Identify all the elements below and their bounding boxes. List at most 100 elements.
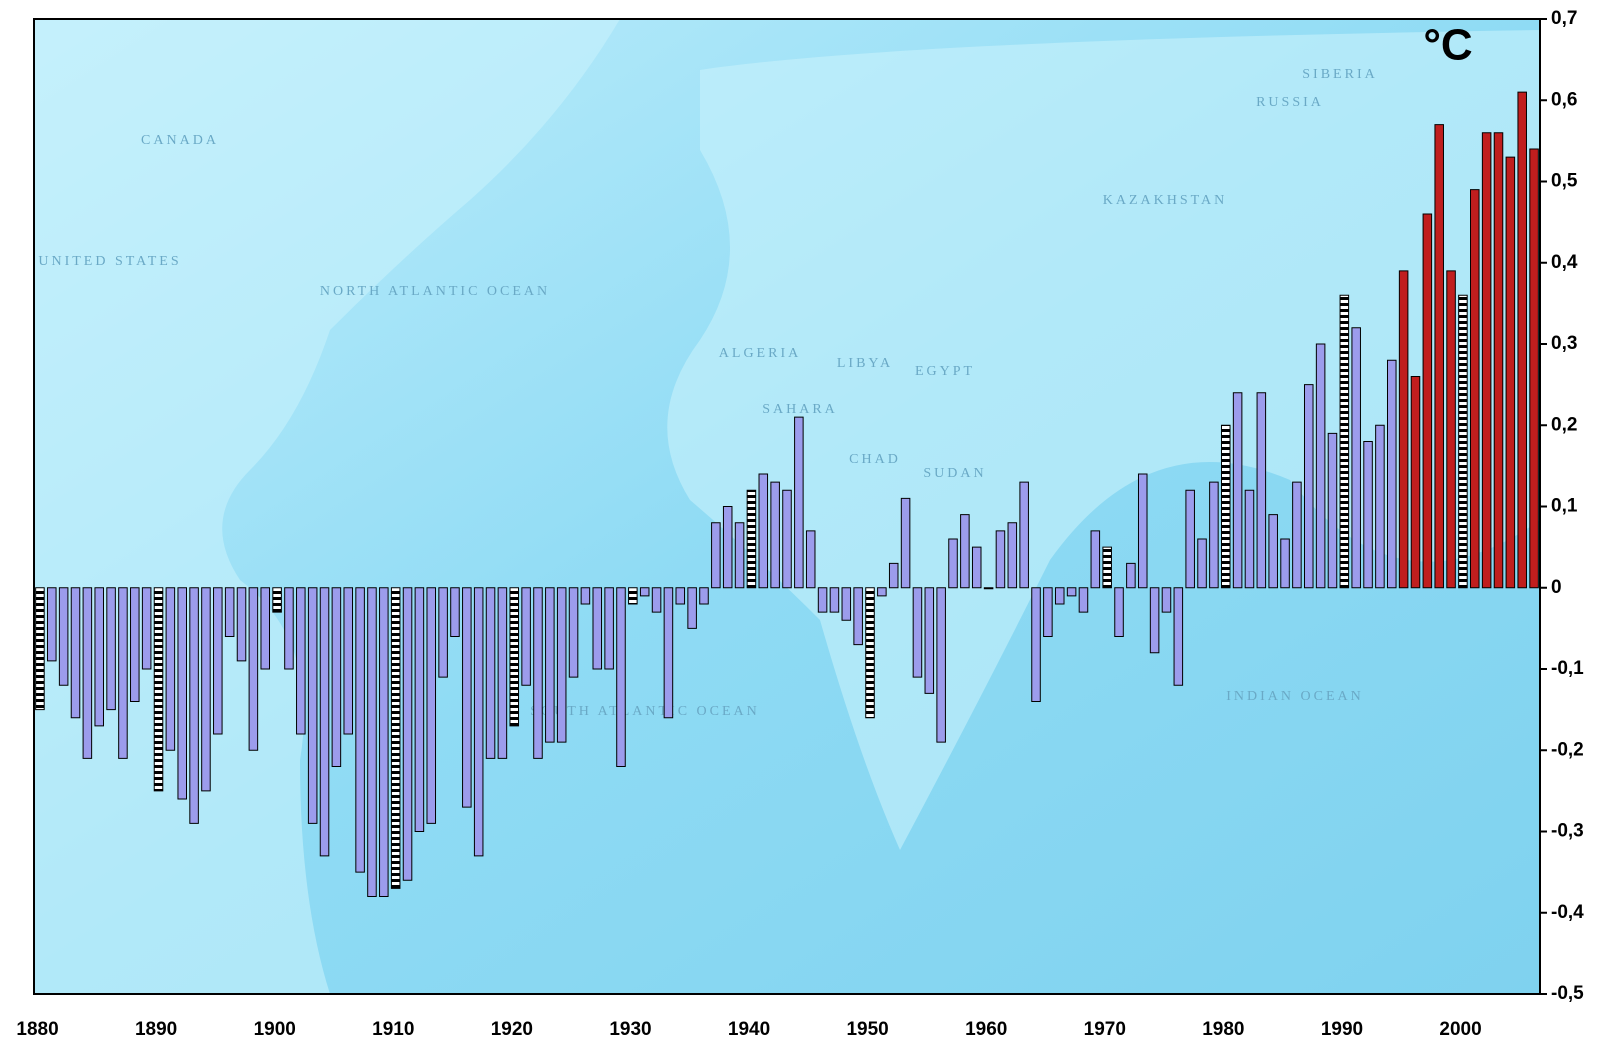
bar (1482, 133, 1491, 588)
bar (1352, 328, 1361, 588)
bar (1364, 442, 1373, 588)
map-label: SUDAN (923, 466, 986, 481)
y-tick-label: -0,2 (1551, 739, 1584, 760)
bar (1008, 523, 1017, 588)
bar (1079, 588, 1088, 612)
bar (1506, 157, 1515, 588)
map-label: INDIAN OCEAN (1226, 689, 1364, 704)
y-tick-label: -0,5 (1551, 983, 1584, 1004)
bar (854, 588, 863, 645)
bar (36, 588, 45, 710)
x-tick-label: 1910 (372, 1019, 414, 1040)
x-tick-label: 1890 (135, 1019, 177, 1040)
map-label: LIBYA (837, 356, 893, 371)
bar (783, 490, 792, 588)
bar (581, 588, 590, 604)
y-tick-label: 0,3 (1551, 333, 1577, 354)
bar (1186, 490, 1195, 588)
x-tick-label: 1930 (609, 1019, 651, 1040)
y-tick-label: 0,5 (1551, 171, 1578, 192)
bar (1150, 588, 1159, 653)
bar (297, 588, 306, 734)
bar (901, 498, 910, 587)
map-label: CANADA (141, 133, 219, 148)
bar (178, 588, 187, 799)
bar (391, 588, 400, 889)
bar (534, 588, 543, 759)
bar (1471, 190, 1480, 588)
bar (166, 588, 175, 751)
bar (1103, 547, 1112, 588)
bar (356, 588, 365, 872)
bar (1328, 433, 1337, 587)
bar (202, 588, 211, 791)
bar (1435, 125, 1444, 588)
bar (569, 588, 578, 677)
bar (1399, 271, 1408, 588)
x-tick-label: 1990 (1321, 1019, 1363, 1040)
bar (154, 588, 163, 791)
bar (1494, 133, 1503, 588)
bar (380, 588, 389, 897)
bar (759, 474, 768, 588)
bar (1221, 425, 1230, 588)
bar (593, 588, 602, 669)
bar (95, 588, 104, 726)
bar (1388, 360, 1397, 588)
bar (1530, 149, 1539, 588)
bar (1233, 393, 1242, 588)
unit-title: °C (1423, 21, 1472, 70)
bar (439, 588, 448, 677)
bar (59, 588, 68, 686)
bar (688, 588, 697, 629)
bar (676, 588, 685, 604)
bar (771, 482, 780, 588)
bar (806, 531, 815, 588)
bar (1411, 377, 1420, 588)
bar (522, 588, 531, 686)
bar (830, 588, 839, 612)
y-tick-label: 0,1 (1551, 496, 1578, 517)
chart: CANADAUNITED STATESRUSSIASIBERIAKAZAKHST… (0, 0, 1613, 1045)
map-label: NORTH ATLANTIC OCEAN (320, 284, 550, 299)
x-tick-label: 2000 (1439, 1019, 1481, 1040)
bar (652, 588, 661, 612)
map-label: SAHARA (762, 402, 838, 417)
map-label: ALGERIA (719, 346, 801, 361)
bar (1067, 588, 1076, 596)
bar (1115, 588, 1124, 637)
bar (107, 588, 116, 710)
y-tick-label: -0,3 (1551, 821, 1584, 842)
bar (237, 588, 246, 661)
bar (486, 588, 495, 759)
y-tick-label: 0,4 (1551, 252, 1578, 273)
bar (961, 515, 970, 588)
bar (474, 588, 483, 856)
bar (1281, 539, 1290, 588)
bar (842, 588, 851, 621)
x-tick-label: 1900 (254, 1019, 296, 1040)
bar (285, 588, 294, 669)
x-tick-label: 1940 (728, 1019, 770, 1040)
bar (498, 588, 507, 759)
y-tick-label: 0,7 (1551, 8, 1577, 29)
bar (972, 547, 981, 588)
map-label: KAZAKHSTAN (1103, 193, 1228, 208)
bar (1245, 490, 1254, 588)
x-tick-label: 1920 (491, 1019, 533, 1040)
map-label: RUSSIA (1256, 95, 1324, 110)
bar (546, 588, 555, 742)
bar (996, 531, 1005, 588)
bar (1198, 539, 1207, 588)
bar (1020, 482, 1029, 588)
bar (664, 588, 673, 718)
bar (83, 588, 92, 759)
bar (925, 588, 934, 694)
bar (1210, 482, 1219, 588)
bar (949, 539, 958, 588)
bar (273, 588, 282, 612)
map-label: CHAD (849, 452, 901, 467)
bar (131, 588, 140, 702)
bar (1340, 295, 1349, 588)
bar (1174, 588, 1183, 686)
